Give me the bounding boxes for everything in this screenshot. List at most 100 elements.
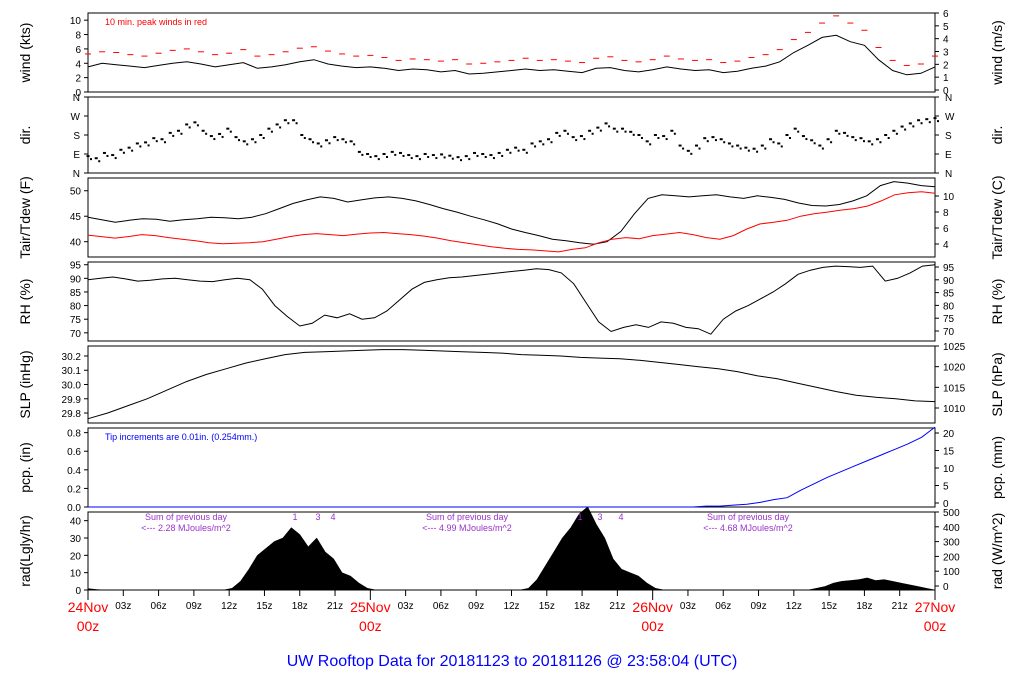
direction-point — [892, 129, 896, 132]
panel-annotation: Tip increments are 0.01in. (0.254mm.) — [105, 432, 257, 442]
y-tick-label-right: 200 — [943, 552, 960, 563]
direction-point — [353, 143, 356, 146]
series-line — [87, 191, 936, 253]
direction-point — [246, 143, 249, 146]
direction-point — [895, 132, 898, 135]
y-tick-label-right: 4 — [943, 35, 949, 46]
direction-point — [739, 147, 742, 150]
direction-point — [703, 137, 707, 140]
direction-point — [780, 145, 783, 148]
direction-point — [316, 142, 320, 145]
direction-point — [514, 146, 518, 149]
direction-point — [604, 122, 608, 125]
direction-point — [558, 134, 561, 137]
direction-point — [547, 138, 551, 141]
direction-point — [912, 125, 915, 128]
direction-point — [349, 140, 353, 143]
y-tick-label: 0.6 — [67, 447, 81, 458]
direction-point — [489, 154, 493, 157]
direction-point — [415, 155, 419, 158]
direction-point — [608, 125, 611, 128]
direction-point — [555, 131, 559, 134]
direction-point — [752, 147, 756, 150]
direction-point — [324, 139, 328, 142]
y-tick-label: 70 — [70, 329, 82, 340]
direction-point — [695, 144, 699, 147]
direction-point — [390, 150, 394, 153]
time-major-day: 24Nov — [68, 599, 108, 615]
time-tick-label: 12z — [786, 601, 802, 612]
chart-title: UW Rooftop Data for 20181123 to 20181126… — [287, 653, 738, 670]
direction-point — [928, 121, 931, 124]
direction-point — [196, 124, 199, 127]
y-tick-label: 85 — [70, 288, 82, 299]
daily-sum-title: Sum of previous day — [145, 512, 228, 522]
direction-point — [904, 128, 907, 131]
direction-point — [226, 127, 230, 130]
direction-point — [300, 134, 304, 136]
direction-point — [838, 132, 841, 135]
y-tick-label-right: 1010 — [943, 404, 966, 415]
y-tick-label: 10 — [70, 16, 82, 27]
direction-point — [760, 144, 764, 147]
direction-point — [879, 141, 882, 144]
direction-point — [678, 144, 682, 147]
panel-frame — [87, 261, 936, 342]
direction-point — [144, 141, 148, 144]
direction-point — [484, 156, 487, 158]
direction-point — [810, 139, 814, 142]
direction-point — [843, 131, 847, 134]
y-tick-label: 75 — [70, 315, 82, 326]
direction-point — [497, 151, 501, 154]
direction-point — [645, 140, 649, 143]
direction-point — [505, 148, 509, 151]
y-tick-label-right: 1015 — [943, 383, 966, 394]
direction-point — [131, 149, 134, 152]
y-tick-label-right: 500 — [943, 508, 960, 519]
direction-point — [530, 142, 534, 145]
direction-point — [386, 156, 389, 158]
tip-label: 3 — [597, 512, 602, 522]
y-axis-label: RH (%) — [17, 279, 33, 325]
y-axis-label: Tair/Tdew (F) — [17, 176, 33, 258]
direction-point — [686, 149, 690, 152]
panel-frame — [87, 345, 936, 424]
direction-point — [176, 129, 180, 132]
direction-point — [830, 141, 833, 144]
direction-point — [172, 134, 175, 137]
time-tick-label: 18z — [292, 601, 308, 612]
y-tick-label: 30.0 — [62, 381, 82, 392]
direction-point — [221, 135, 224, 138]
direction-point — [369, 156, 372, 158]
panel-pcp: pcp. (in) pcp. (mm) 0.0 0.2 0.4 0.6 0.8 0 5 10 15 2… — [17, 426, 1005, 514]
series-line — [88, 426, 936, 508]
y-tick-label-right: 5 — [943, 22, 949, 33]
direction-point — [690, 152, 693, 155]
y-tick-label-right: W — [945, 112, 955, 123]
direction-point — [320, 145, 323, 148]
time-tick-label: 15z — [821, 601, 837, 612]
direction-point — [698, 147, 701, 150]
y-tick-label-right: N — [945, 169, 952, 180]
y-axis-label-right: wind (m/s) — [989, 20, 1005, 86]
time-tick-label: 18z — [856, 601, 872, 612]
direction-point — [357, 150, 361, 153]
direction-point — [637, 134, 641, 136]
direction-point — [279, 126, 282, 129]
tip-label: 3 — [315, 512, 320, 522]
direction-point — [665, 138, 668, 141]
direction-point — [312, 141, 315, 144]
direction-point — [423, 153, 427, 155]
y-tick-label-right: 2 — [943, 60, 949, 71]
direction-point — [632, 133, 635, 136]
direction-point — [254, 141, 257, 144]
direction-point — [727, 142, 731, 145]
tip-label: 1 — [292, 512, 297, 522]
direction-point — [538, 140, 542, 143]
direction-point — [522, 148, 526, 151]
direction-point — [180, 132, 183, 135]
y-tick-label: N — [73, 93, 80, 104]
y-tick-label: E — [73, 150, 80, 161]
